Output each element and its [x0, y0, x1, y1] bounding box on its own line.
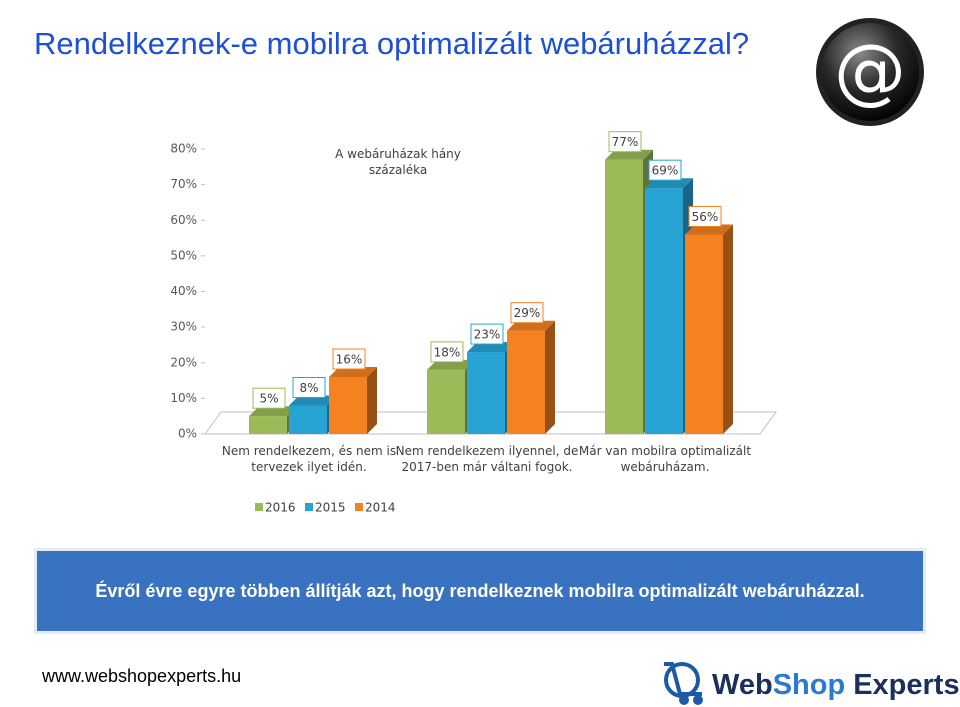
- y-tick-label: 10%: [170, 391, 197, 405]
- y-tick-label: 80%: [170, 142, 197, 156]
- logo-cart: [664, 662, 703, 705]
- banner: [37, 551, 923, 631]
- bar-front: [645, 188, 683, 434]
- y-tick-label: 0%: [178, 427, 197, 441]
- y-tick-label: 40%: [170, 284, 197, 298]
- logo-part: Web: [712, 669, 773, 701]
- bar-front: [467, 352, 505, 434]
- logo-part: Experts: [853, 669, 959, 701]
- y-tick-label: 60%: [170, 213, 197, 227]
- bar-front: [605, 159, 643, 434]
- y-tick-label: 70%: [170, 177, 197, 191]
- bar: [507, 320, 555, 434]
- y-tick-label: 50%: [170, 248, 197, 262]
- legend-label: 2016: [265, 501, 296, 515]
- bar-front: [249, 416, 287, 434]
- value-label-box: [688, 206, 722, 227]
- banner-text: Évről évre egyre többen állítják azt, ho…: [95, 580, 864, 601]
- bar-front: [289, 405, 327, 434]
- value-label-box: [648, 159, 682, 181]
- bar: [685, 224, 733, 434]
- value-label: 16%: [336, 353, 363, 367]
- icon-ball: [821, 23, 919, 121]
- value-label-box: [292, 377, 326, 398]
- y-tick-label: 20%: [170, 355, 197, 369]
- bar-front: [685, 234, 723, 434]
- value-label: 56%: [692, 210, 719, 224]
- bar-front: [427, 369, 465, 434]
- value-label-box: [430, 341, 464, 363]
- bar-front: [329, 377, 367, 434]
- bar-front: [507, 330, 545, 434]
- icon-at: @: [834, 29, 906, 113]
- slide-title: Rendelkeznek-e mobilra optimalizált webá…: [34, 26, 749, 61]
- value-label-box: [332, 348, 366, 370]
- logo-part: Shop: [773, 669, 846, 701]
- value-label-box: [510, 302, 544, 324]
- value-label: 18%: [434, 345, 461, 359]
- bar-side: [545, 320, 555, 434]
- value-label-box: [608, 131, 642, 153]
- value-label: 69%: [652, 164, 679, 178]
- x-tick-label: Nem rendelkezem ilyennel, de 2017-ben má…: [395, 444, 579, 474]
- legend-swatch: [305, 503, 313, 511]
- legend-swatch: [255, 503, 263, 511]
- value-label: 23%: [474, 328, 501, 342]
- logo-text: WebShop Experts: [712, 669, 960, 701]
- chart-subtitle: A webáruházak hány százaléka: [335, 147, 461, 177]
- value-label: 77%: [612, 135, 639, 149]
- value-label-box: [252, 387, 286, 409]
- value-label: 29%: [514, 306, 541, 320]
- footer-url: www.webshopexperts.hu: [41, 666, 241, 686]
- legend-label: 2014: [365, 501, 396, 515]
- value-label-box: [470, 323, 504, 345]
- value-label: 8%: [299, 381, 318, 395]
- bar-side: [723, 224, 733, 434]
- bar-side: [367, 367, 377, 434]
- x-tick-label: Nem rendelkezem, és nem is tervezek ilye…: [221, 444, 397, 474]
- x-tick-label: Már van mobilra optimalizált webáruházam…: [578, 444, 752, 474]
- legend-label: 2015: [315, 501, 346, 515]
- value-label: 5%: [259, 392, 278, 406]
- legend-swatch: [355, 503, 363, 511]
- bar: [329, 367, 377, 434]
- y-tick-label: 30%: [170, 320, 197, 334]
